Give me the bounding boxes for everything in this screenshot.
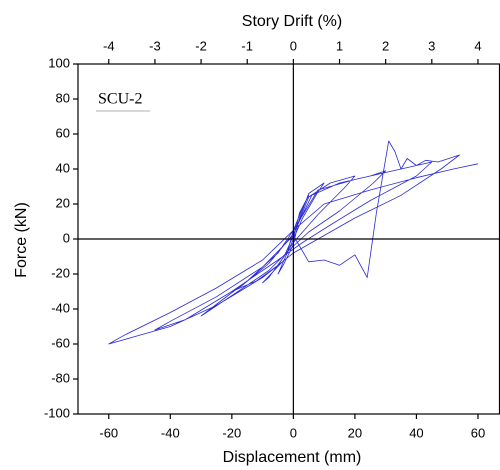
x2-tick-label: 0	[290, 38, 297, 53]
x2-tick-label: -2	[195, 38, 207, 53]
x2-tick-label: -3	[149, 38, 161, 53]
y-tick-label: 100	[48, 55, 70, 70]
x2-tick-label: 3	[428, 38, 435, 53]
y-tick-label: -100	[44, 405, 70, 420]
hysteresis-curve	[108, 140, 479, 345]
x2-tick-label: -4	[103, 38, 115, 53]
y-tick-label: -60	[51, 335, 70, 350]
x2-tick-label: 1	[336, 38, 343, 53]
x2-tick-label: 4	[474, 38, 481, 53]
x-tick-label: 60	[471, 425, 485, 440]
y-tick-label: -80	[51, 370, 70, 385]
x-tick-label: 40	[409, 425, 423, 440]
y-tick-label: 80	[56, 90, 70, 105]
y-tick-label: -20	[51, 265, 70, 280]
x-tick-label: 0	[290, 425, 297, 440]
y-tick-label: -40	[51, 300, 70, 315]
x-tick-label: -40	[161, 425, 180, 440]
y-tick-label: 40	[56, 160, 70, 175]
y-axis-label: Force (kN)	[13, 202, 30, 278]
y-tick-label: 0	[63, 230, 70, 245]
x2-tick-label: -1	[241, 38, 253, 53]
annotation: SCU-2	[98, 91, 142, 108]
x-axis-label: Displacement (mm)	[223, 449, 362, 466]
x-tick-label: -20	[222, 425, 241, 440]
x2-axis-label: Story Drift (%)	[242, 13, 342, 30]
y-tick-label: 20	[56, 195, 70, 210]
x-tick-label: -60	[99, 425, 118, 440]
x2-tick-label: 2	[382, 38, 389, 53]
y-tick-label: 60	[56, 125, 70, 140]
x-tick-label: 20	[348, 425, 362, 440]
